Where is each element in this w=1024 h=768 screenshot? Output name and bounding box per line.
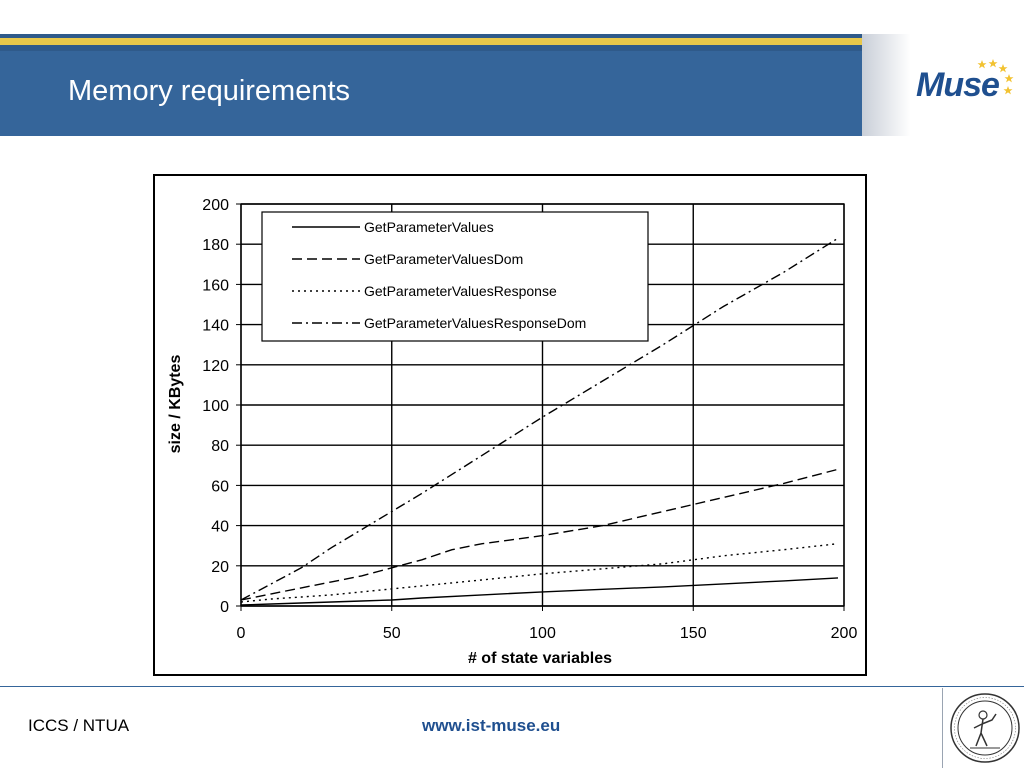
x-tick-label: 0 (237, 625, 246, 642)
y-tick-label: 160 (202, 277, 229, 294)
legend-entry-label: GetParameterValuesResponseDom (364, 315, 586, 331)
legend-entry-label: GetParameterValues (364, 219, 494, 235)
y-tick-label: 60 (211, 478, 229, 495)
x-tick-label: 50 (383, 625, 401, 642)
footer-affiliation: ICCS / NTUA (28, 716, 130, 735)
footer-divider (0, 686, 1024, 687)
series-line-0 (240, 577, 839, 606)
y-tick-label: 100 (202, 398, 229, 415)
x-tick-label: 200 (831, 625, 858, 642)
muse-logo: Muse (916, 66, 1000, 104)
eu-stars-icon (977, 59, 1014, 95)
title-bar (0, 51, 862, 136)
series-line-1 (240, 468, 839, 601)
footer-url-link[interactable]: www.ist-muse.eu (422, 716, 561, 735)
y-tick-label: 0 (220, 599, 229, 616)
series-line-3 (240, 237, 839, 601)
header-stripe-gold (0, 38, 870, 45)
chart-axes: 0 20 40 60 80 100 120 140 160 180 200 0 50 100 150 200 (202, 197, 857, 642)
y-tick-label: 140 (202, 318, 229, 335)
chart-series (240, 237, 839, 606)
university-seal-icon (950, 693, 1020, 763)
y-tick-label: 80 (211, 438, 229, 455)
x-tick-label: 150 (680, 625, 707, 642)
header-stripe-top (0, 34, 870, 38)
x-axis-label: # of state variables (468, 650, 612, 667)
y-tick-label: 120 (202, 358, 229, 375)
series-line-2 (240, 543, 839, 603)
plot-area-border (240, 203, 845, 607)
y-tick-label: 180 (202, 237, 229, 254)
seal-divider (942, 688, 943, 768)
logo-area (862, 34, 1024, 136)
x-tick-label: 100 (529, 625, 556, 642)
legend-entry-label: GetParameterValuesDom (364, 251, 523, 267)
slide-title: Memory requirements (68, 75, 351, 107)
y-tick-label: 200 (202, 197, 229, 214)
header-stripe-bottom (0, 45, 870, 51)
y-tick-label: 40 (211, 519, 229, 536)
chart-legend: GetParameterValues GetParameterValuesDom G… (261, 211, 649, 342)
legend-box (261, 211, 649, 342)
y-axis-label: size / KBytes (167, 355, 184, 454)
legend-entry-label: GetParameterValuesResponse (364, 283, 557, 299)
y-tick-label: 20 (211, 559, 229, 576)
